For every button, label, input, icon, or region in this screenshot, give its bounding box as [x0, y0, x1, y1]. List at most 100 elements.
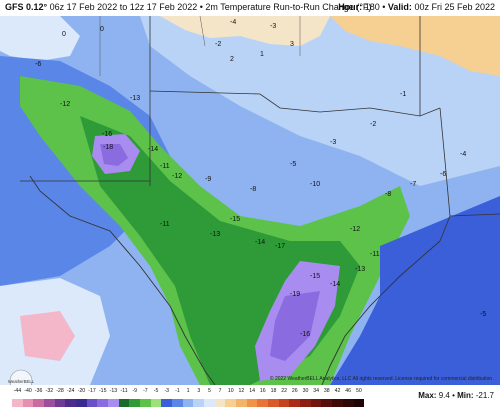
- contour-value-label: -15: [230, 216, 240, 223]
- colorbar-tick-label: -11: [120, 388, 128, 394]
- colorbar-tick-label: 50: [355, 388, 362, 394]
- contour-value-label: -4: [460, 151, 466, 158]
- hour-label: Hour:: [338, 2, 363, 12]
- colorbar-swatch: [342, 399, 354, 407]
- colorbar-ticks: -44 -40 -36 -32 -28 -24 -20 -17 -15 -13 -11 -9 -7 -5-…: [12, 388, 364, 396]
- field-purple-core-south: [270, 291, 320, 361]
- colorbar-swatch: [225, 399, 237, 407]
- colorbar-tick-label: 5: [207, 388, 211, 394]
- colorbar-tick-label: -9: [132, 388, 138, 394]
- max-value: 9.4: [438, 391, 450, 400]
- valid-value: 00z Fri 25 Feb 2022: [414, 2, 495, 12]
- louisiana-coast: [449, 213, 500, 217]
- rio-grande-border: [29, 175, 216, 385]
- colorbar-tick-label: -24: [66, 388, 75, 394]
- colorbar-swatch: [257, 399, 269, 407]
- contour-value-label: -14: [330, 281, 340, 288]
- colorbar-swatch: [44, 399, 55, 407]
- contour-labels: 00-2-3-4-6-12-13-16-18 -14-11-12 -9-8-5-3-…: [35, 19, 486, 338]
- contour-value-label: -8: [250, 186, 256, 193]
- colorbar-swatch: [129, 399, 141, 407]
- colorbar-tick-label: 12: [238, 388, 245, 394]
- contour-value-label: 1: [260, 51, 264, 58]
- colorbar-tick-label: 1: [186, 388, 190, 394]
- field-pale-northwest: [0, 16, 80, 61]
- colorbar-tick-label: 18: [270, 388, 277, 394]
- map-canvas: 00-2-3-4-6-12-13-16-18 -14-11-12 -9-8-5-3-…: [0, 16, 500, 385]
- contour-value-label: -8: [385, 191, 391, 198]
- colorbar-swatch: [65, 399, 77, 407]
- run-info: 06z 17 Feb 2022 to 12z 17 Feb 2022 • 2m …: [49, 2, 372, 12]
- contour-value-label: -1: [400, 91, 406, 98]
- colorbar-swatch: [204, 399, 215, 407]
- colorbar-swatch: [310, 399, 322, 407]
- contour-value-label: 0: [100, 26, 104, 33]
- colorbar-tick-label: -28: [56, 388, 64, 394]
- colorbar-tick-label: 26: [291, 388, 298, 394]
- contour-value-label: -12: [60, 101, 70, 108]
- contour-value-label: 2: [230, 56, 234, 63]
- colorbar-swatch: [172, 399, 183, 407]
- colorbar-swatch: [236, 399, 247, 407]
- colorbar-tick-label: 7: [218, 388, 222, 394]
- colorbar-tick-label: 22: [281, 388, 288, 394]
- copyright-notice: © 2022 WeatherBELL Analytics, LLC All ri…: [269, 376, 492, 382]
- county-lines: [99, 16, 301, 76]
- contour-value-label: -5: [480, 311, 486, 318]
- colorbar-swatch: [268, 399, 279, 407]
- contour-value-label: -5: [290, 161, 296, 168]
- contour-value-label: -12: [172, 173, 182, 180]
- colorbar-tick-label: 16: [259, 388, 266, 394]
- colorbar-tick-label: 10: [227, 388, 234, 394]
- hour-value: 180: [364, 2, 380, 12]
- map-header: GFS 0.12° 06z 17 Feb 2022 to 12z 17 Feb …: [0, 0, 500, 16]
- colorbar-tick-label: -40: [24, 388, 32, 394]
- colorbar-tick-label: -1: [175, 388, 180, 394]
- colorbar-tick-label: 3: [197, 388, 201, 394]
- field-peach-north: [160, 16, 330, 46]
- contour-value-label: -2: [370, 121, 376, 128]
- colorbar-swatch: [140, 399, 151, 407]
- contour-value-label: -9: [205, 176, 211, 183]
- min-label: Min:: [457, 391, 474, 400]
- colorbar-tick-label: -32: [45, 388, 54, 394]
- model-run-title: GFS 0.12° 06z 17 Feb 2022 to 12z 17 Feb …: [5, 2, 371, 12]
- colorbar-tick-label: -7: [143, 388, 148, 394]
- min-value: -21.7: [475, 391, 494, 400]
- colorbar-swatch: [193, 399, 205, 407]
- field-purple-core-panhandle: [100, 144, 128, 166]
- logo-text: WeatherBELL: [8, 379, 35, 384]
- max-min-stats: Max: 9.4 • Min: -21.7: [418, 391, 494, 400]
- colorbar-swatch: [321, 399, 333, 407]
- weatherbell-logo: WeatherBELL: [4, 368, 38, 385]
- max-label: Max:: [418, 391, 437, 400]
- colorbar-tick-label: -13: [109, 388, 118, 394]
- contour-value-label: -15: [310, 273, 320, 280]
- contour-value-label: -16: [300, 331, 310, 338]
- valid-label: Valid:: [387, 2, 412, 12]
- colorbar-swatch: [353, 399, 365, 407]
- contour-value-label: -11: [370, 251, 380, 258]
- contour-value-label: -14: [255, 239, 265, 246]
- gulf-coast: [321, 240, 441, 385]
- state-border-panhandle: [20, 16, 151, 186]
- contour-value-label: -11: [160, 163, 170, 170]
- contour-value-label: -13: [355, 266, 365, 273]
- colorbar-swatch: [22, 399, 34, 407]
- colorbar-tick-label: -15: [98, 388, 107, 394]
- contour-value-label: -2: [215, 41, 221, 48]
- colorbar-swatch: [278, 399, 290, 407]
- valid-time: Hour: 180 • Valid: 00z Fri 25 Feb 2022: [338, 2, 495, 12]
- contour-value-label: -6: [35, 61, 41, 68]
- contour-value-label: -6: [440, 171, 446, 178]
- contour-value-label: -7: [410, 181, 416, 188]
- colorbar-swatch: [54, 399, 66, 407]
- contour-value-label: -3: [330, 139, 336, 146]
- colorbar-swatch: [332, 399, 343, 407]
- colorbar-tick-label: 46: [345, 388, 352, 394]
- colorbar-tick-label: -44: [13, 388, 22, 394]
- colorbar-swatch: [108, 399, 119, 407]
- contour-value-label: -14: [148, 146, 158, 153]
- field-blue-gulf: [330, 196, 500, 385]
- model-name: GFS 0.12°: [5, 2, 48, 12]
